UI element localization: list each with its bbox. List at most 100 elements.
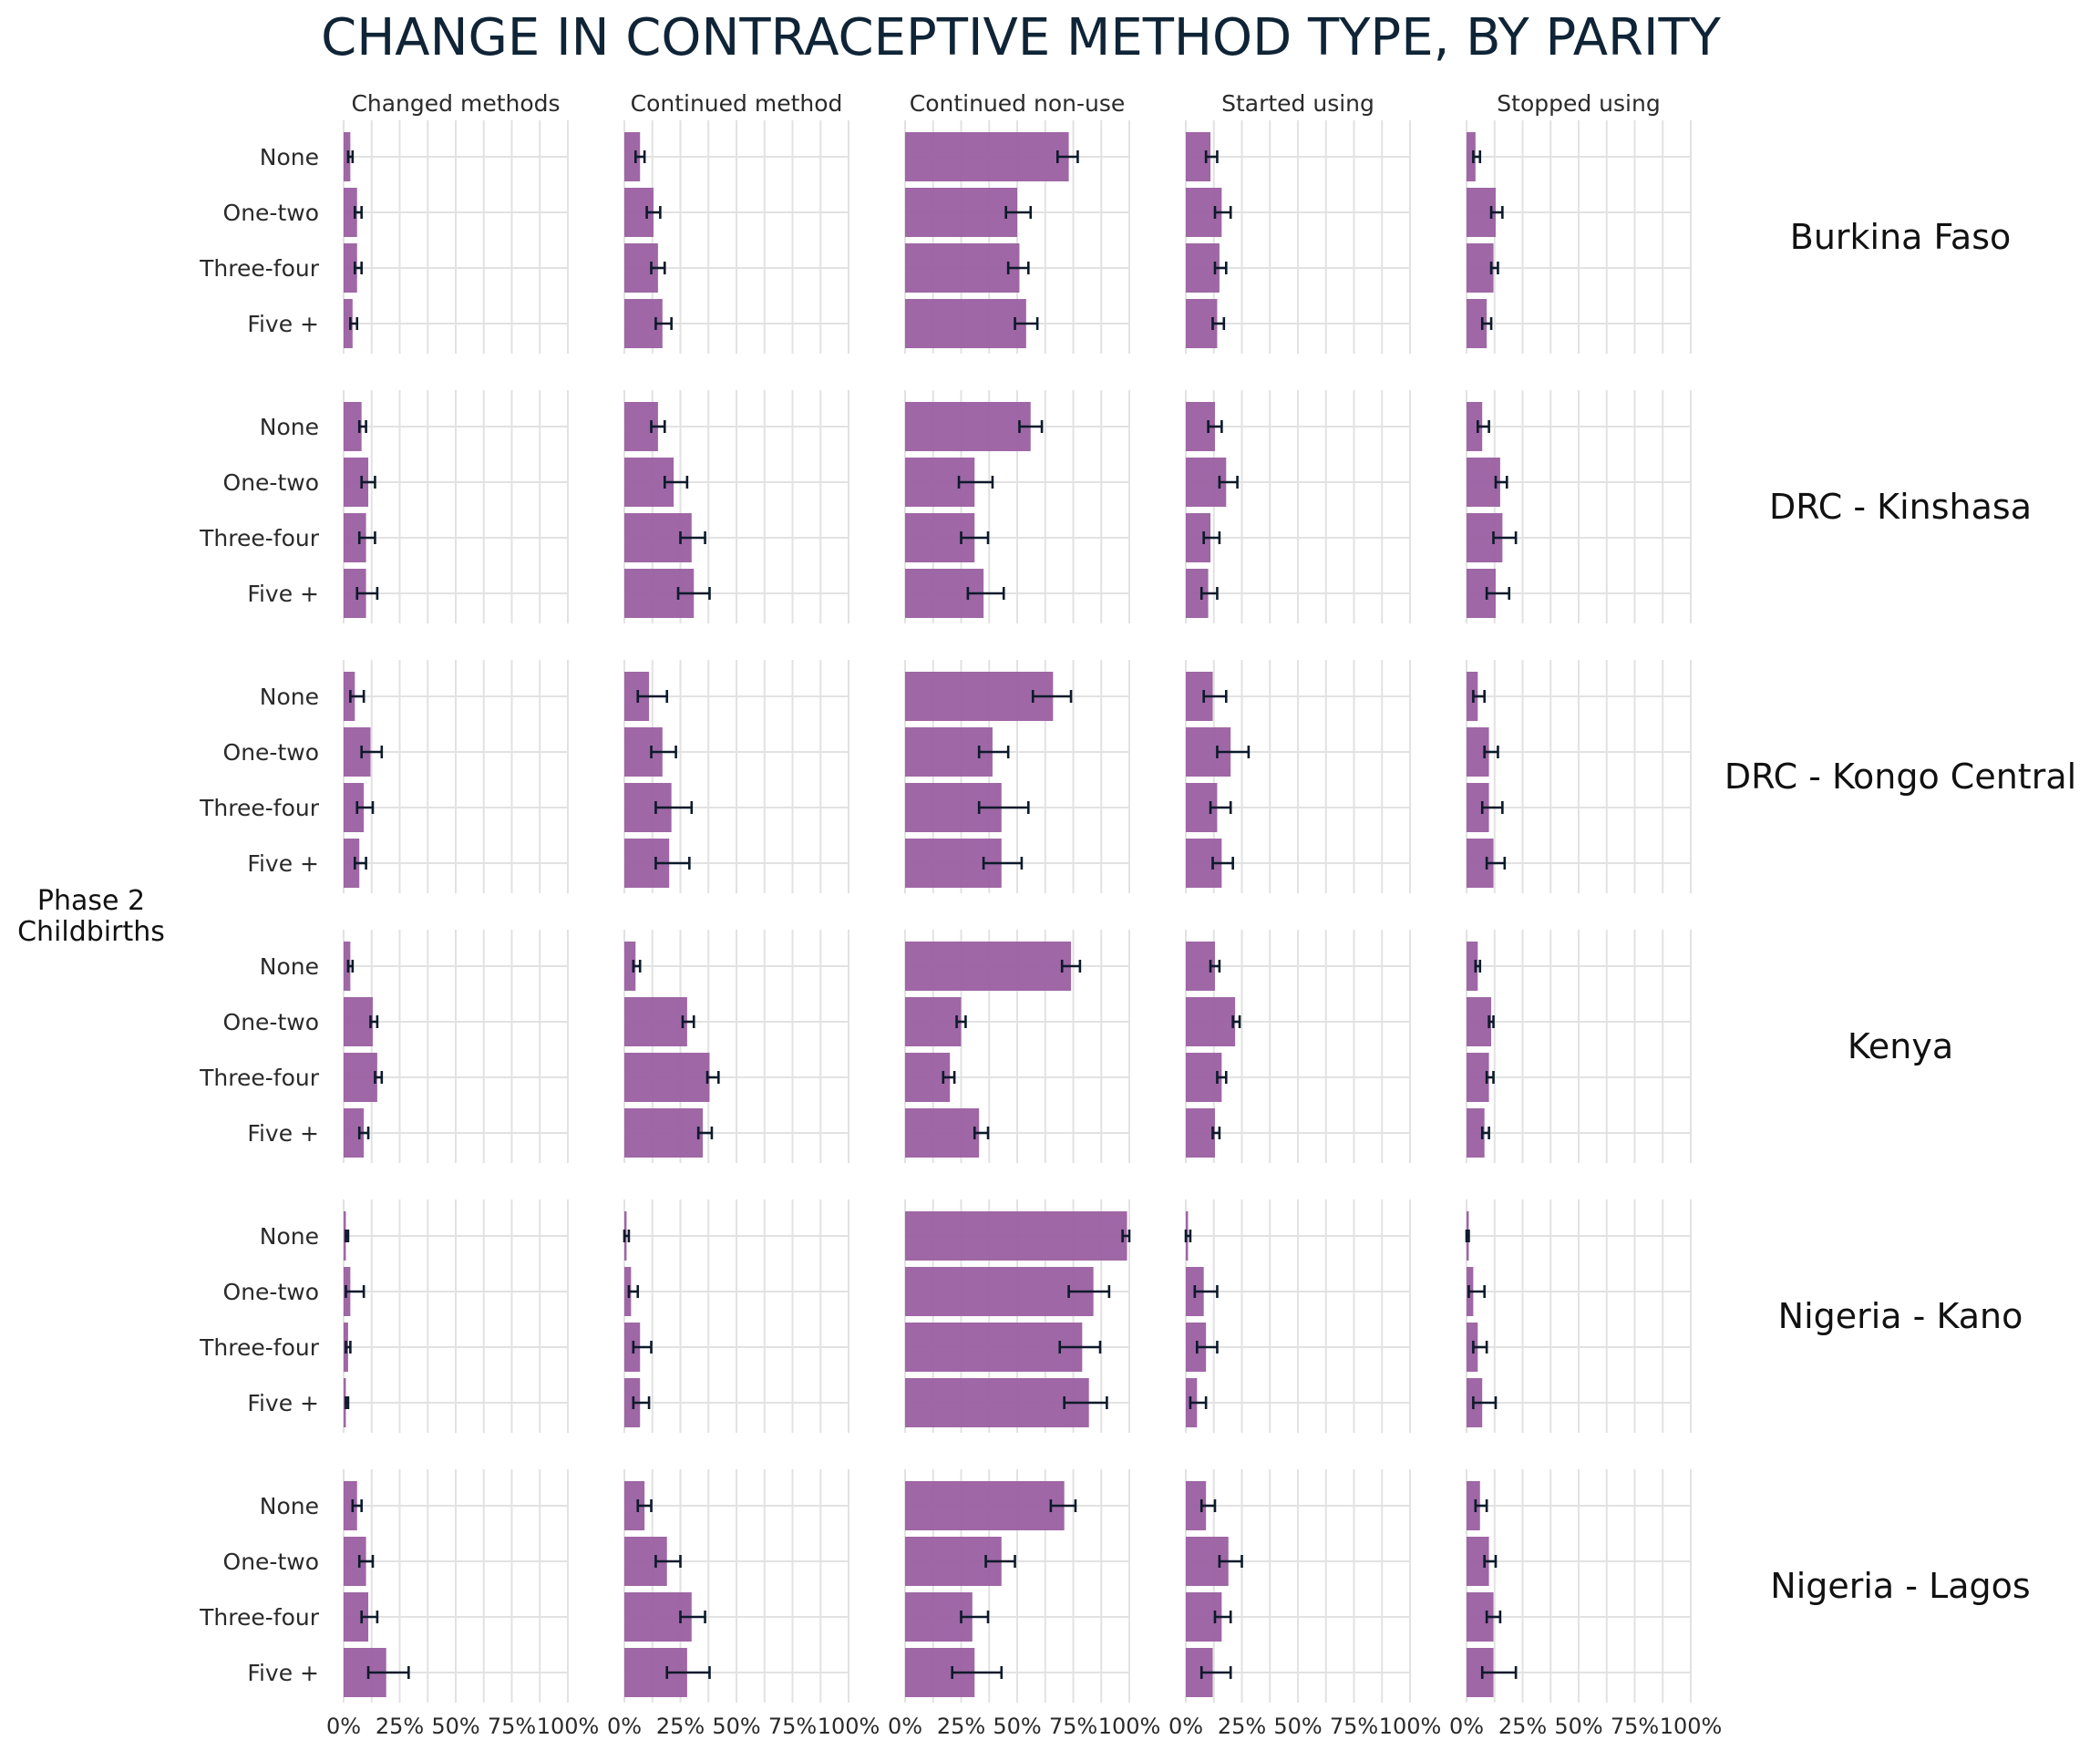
x-tick-label: 50%	[1554, 1714, 1602, 1739]
error-bar	[679, 1611, 706, 1623]
error-bar	[346, 960, 355, 973]
facet-panel	[343, 390, 569, 623]
error-bar	[1193, 1285, 1219, 1298]
error-bar	[346, 150, 355, 163]
error-bar	[650, 262, 666, 274]
error-bar	[632, 1341, 653, 1354]
x-tick-label: 25%	[656, 1714, 705, 1739]
facet-row-label: Kenya	[1848, 1026, 1953, 1066]
error-bar	[636, 1499, 653, 1512]
error-bar	[942, 1071, 956, 1084]
error-bar	[1189, 1396, 1208, 1409]
facet-panel	[1465, 1199, 1692, 1433]
error-bar	[696, 1127, 714, 1139]
facet-row-label: Burkina Faso	[1790, 217, 2012, 257]
error-bar	[1472, 150, 1482, 163]
bar	[1186, 1108, 1215, 1158]
x-tick-label: 75%	[768, 1714, 817, 1739]
error-bar	[360, 1611, 379, 1623]
bar	[344, 839, 360, 888]
category-label: One-two	[223, 1009, 319, 1035]
y-axis-label-line: Phase 2	[37, 885, 145, 917]
error-bar	[1204, 150, 1219, 163]
facet-panel	[904, 390, 1130, 623]
category-label: Five +	[247, 1390, 319, 1416]
x-tick-label: 75%	[1611, 1714, 1659, 1739]
error-bar	[663, 476, 689, 489]
error-bar	[1216, 746, 1251, 758]
x-tick-label: 25%	[1498, 1714, 1547, 1739]
category-label: Three-four	[199, 255, 320, 282]
error-bar	[1485, 1071, 1495, 1084]
error-bar	[623, 1230, 631, 1242]
error-bar	[1483, 1555, 1498, 1568]
bar	[1186, 1053, 1222, 1102]
bar	[1467, 132, 1476, 181]
error-bar	[1218, 1555, 1243, 1568]
error-bar	[1199, 1499, 1217, 1512]
error-bar	[1480, 1666, 1518, 1679]
error-bar	[982, 857, 1024, 870]
category-label: One-two	[223, 469, 319, 496]
facet-panel	[343, 1469, 569, 1703]
bar	[624, 997, 687, 1046]
error-bar	[1207, 420, 1223, 433]
bar	[905, 1267, 1094, 1316]
category-label: Five +	[247, 1660, 319, 1686]
error-bar	[632, 960, 642, 973]
bar	[1467, 1481, 1480, 1530]
error-bar	[957, 476, 994, 489]
category-label: Five +	[247, 581, 319, 607]
facet-row-label: Nigeria - Lagos	[1770, 1566, 2030, 1606]
error-bar	[654, 857, 691, 870]
error-bar	[1196, 1341, 1219, 1354]
bar	[344, 1108, 365, 1158]
error-bar	[1480, 1127, 1490, 1139]
bar	[344, 1481, 357, 1530]
error-bar	[345, 1396, 350, 1409]
error-bar	[679, 531, 706, 544]
error-bar	[1231, 1015, 1241, 1028]
error-bar	[1202, 690, 1228, 703]
error-bar	[1213, 262, 1228, 274]
facet-panel	[343, 930, 569, 1163]
error-bar	[632, 1396, 651, 1409]
bar	[905, 942, 1072, 991]
error-bar	[665, 1666, 711, 1679]
column-headers: Changed methods Continued method Continued…	[351, 90, 1660, 117]
facet-panel	[343, 120, 569, 354]
error-bar	[973, 1127, 990, 1139]
bar	[1467, 299, 1488, 348]
facet-panel	[904, 1469, 1130, 1703]
error-bar	[1485, 1611, 1502, 1623]
error-bar	[1465, 1230, 1470, 1242]
error-bar	[960, 1611, 990, 1623]
error-bar	[366, 1666, 410, 1679]
error-bar	[1006, 262, 1030, 274]
error-bar	[654, 1555, 682, 1568]
error-bar	[1472, 1341, 1488, 1354]
facet-panel	[623, 660, 849, 893]
bar	[1467, 402, 1483, 451]
category-label: None	[260, 684, 319, 710]
bar	[344, 1053, 377, 1102]
error-bar	[645, 206, 662, 219]
chart-title: CHANGE IN CONTRACEPTIVE METHOD TYPE, BY …	[321, 8, 1722, 67]
facet-row: None One-two Three-four Five +	[199, 930, 1692, 1163]
bar	[624, 132, 641, 181]
x-tick-label: 100%	[818, 1714, 880, 1739]
error-bar	[654, 801, 694, 814]
row-labels: Burkina Faso DRC - Kinshasa DRC - Kongo Ce…	[1724, 217, 2076, 1606]
facet-panel	[623, 930, 849, 1163]
x-tick-label: 50%	[993, 1714, 1041, 1739]
error-bar	[345, 1230, 350, 1242]
error-bar	[1480, 317, 1493, 330]
error-bar	[357, 1555, 375, 1568]
bar	[1467, 243, 1494, 293]
x-tick-label: 0%	[326, 1714, 361, 1739]
category-label: None	[260, 1493, 319, 1519]
x-tick-label: 100%	[1660, 1714, 1723, 1739]
bar	[905, 1211, 1127, 1261]
facet-panel	[623, 1199, 849, 1433]
